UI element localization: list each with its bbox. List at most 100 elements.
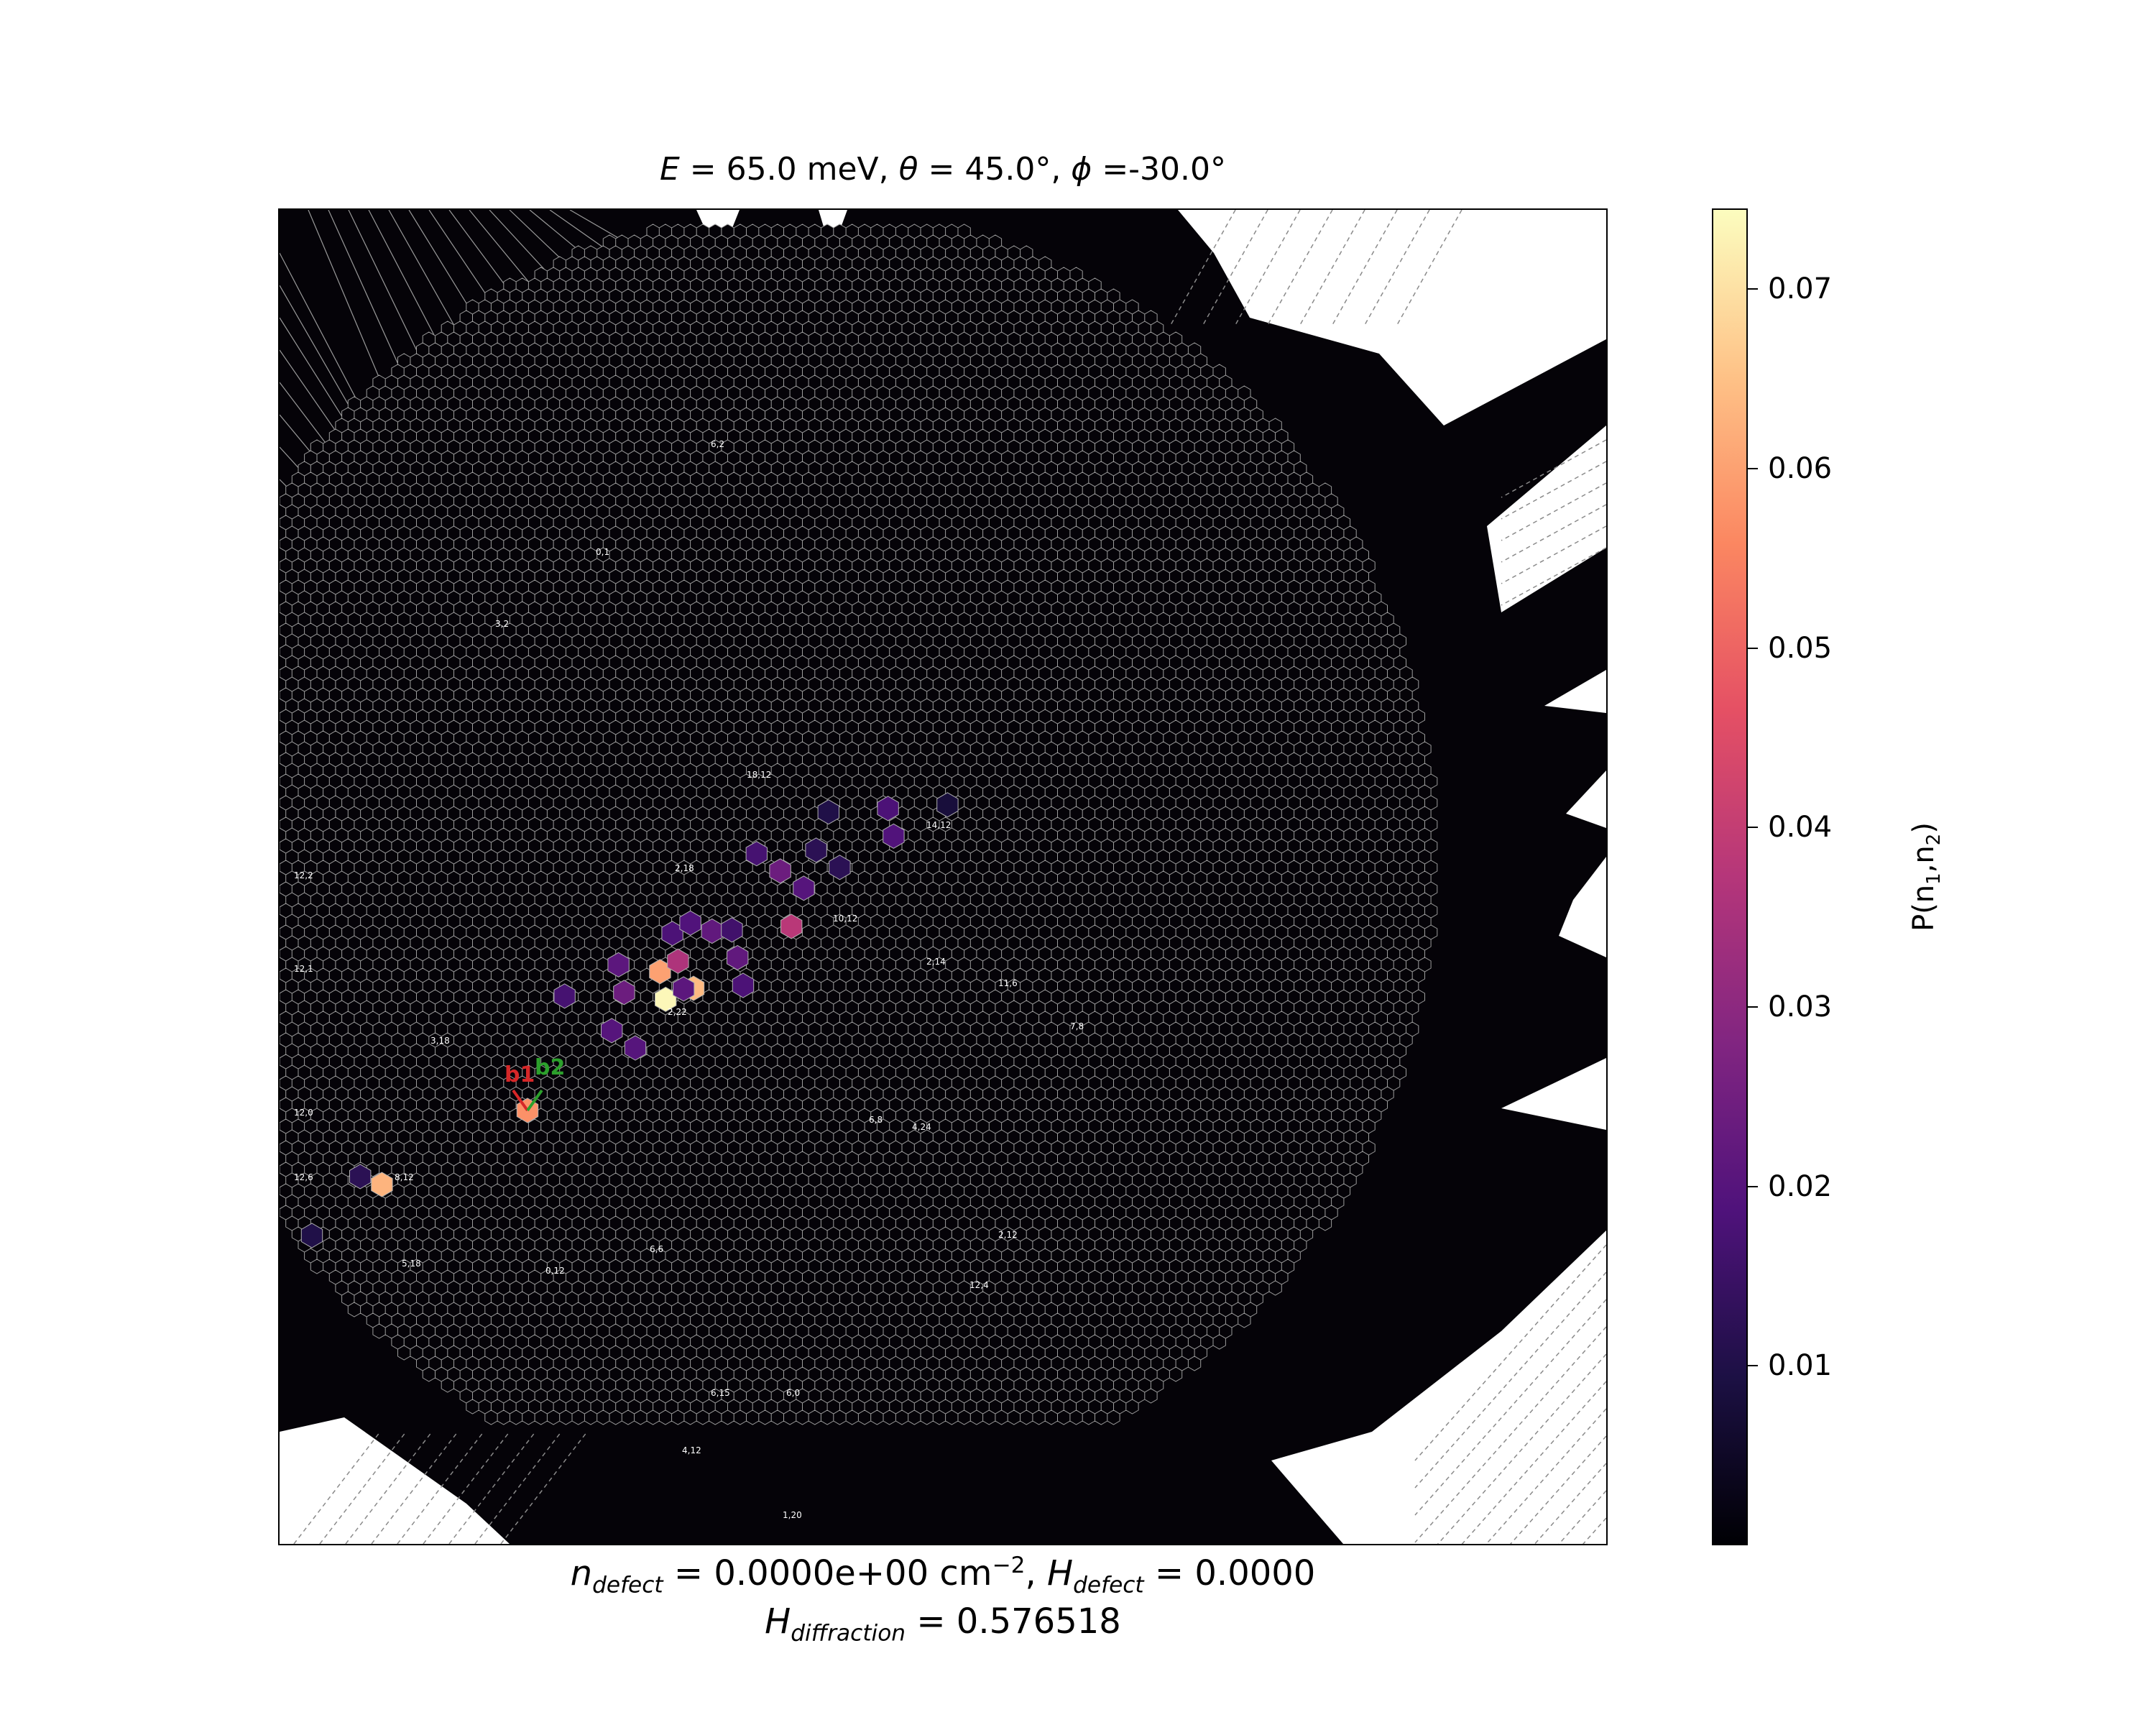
- peak-cell: [727, 944, 749, 970]
- peak-cell: [553, 983, 576, 1009]
- colorbar-tick: [1748, 827, 1758, 829]
- cell-label: 2,12: [998, 1230, 1018, 1240]
- cell-label: 12,6: [294, 1172, 313, 1182]
- cell-label: 4,24: [912, 1122, 931, 1132]
- dashed-boundary: [1414, 1326, 1606, 1543]
- peak-cell: [667, 948, 689, 974]
- dashed-boundary: [1534, 1463, 1606, 1544]
- peak-cell: [936, 792, 959, 818]
- dashed-boundary: [1501, 461, 1606, 520]
- cell-label: 5,18: [402, 1259, 421, 1269]
- colorbar-tick: [1748, 468, 1758, 469]
- cell-label: 2,22: [668, 1007, 687, 1017]
- colorbar-tick-label: 0.07: [1768, 272, 1833, 306]
- peak-cell: [780, 914, 803, 939]
- peak-cell: [877, 796, 899, 822]
- cell-labels: 12,2 12,1 12,6 12,0 8,12 5,18 2,18 2,22 3,18 6,6 0…: [294, 439, 1084, 1520]
- dashed-boundary: [1501, 482, 1606, 541]
- dashed-boundary: [1501, 439, 1606, 498]
- peak-cell: [624, 1035, 647, 1061]
- cell-label: 6,15: [711, 1388, 730, 1398]
- dashed-boundary: [1364, 210, 1430, 326]
- cell-label: 12,0: [294, 1108, 313, 1118]
- plot-empty-region: [1559, 857, 1606, 957]
- colorbar-tick-label: 0.01: [1768, 1349, 1833, 1383]
- peak-cell: [349, 1164, 372, 1190]
- dashed-boundary: [1414, 1299, 1606, 1516]
- basis-label-b1: b1: [505, 1062, 535, 1087]
- basis-arrow-b2: [526, 1089, 543, 1112]
- dashed-boundary: [1170, 210, 1236, 326]
- cell-label: 12,2: [294, 870, 313, 880]
- dashed-boundary: [1299, 210, 1365, 326]
- cell-label: 11,6: [998, 978, 1018, 988]
- colorbar-tick: [1748, 1006, 1758, 1008]
- peak-cell: [732, 972, 755, 998]
- peak-cell: [817, 799, 839, 825]
- peak-cell: [745, 841, 768, 867]
- dashed-boundary: [1396, 210, 1462, 326]
- cell-label: 14,12: [926, 820, 951, 830]
- dashed-boundary: [1414, 1271, 1606, 1489]
- dashed-boundary: [1501, 504, 1606, 563]
- colorbar-tick: [1748, 288, 1758, 290]
- plot-empty-region: [1501, 1058, 1606, 1130]
- cell-label: 8,12: [395, 1172, 414, 1182]
- cell-label: 6,6: [650, 1244, 663, 1254]
- dashed-boundary: [1414, 1244, 1606, 1461]
- cell-label: 12,4: [969, 1280, 989, 1290]
- peak-cell: [769, 858, 791, 884]
- colorbar-tick-label: 0.04: [1768, 811, 1833, 845]
- peak-cell: [601, 1018, 623, 1044]
- colorbar-tick-label: 0.03: [1768, 990, 1833, 1024]
- chart-title: E = 65.0 meV, θ = 45.0°, ϕ =-30.0°: [659, 151, 1227, 188]
- cell-label: 2,18: [675, 863, 694, 873]
- dashed-boundary: [1509, 1435, 1606, 1544]
- peak-cell: [883, 823, 905, 849]
- peak-cell: [300, 1223, 323, 1248]
- footer-defect-line: ndefect = 0.0000e+00 cm−2, Hdefect = 0.0…: [570, 1552, 1316, 1598]
- dashed-boundary: [1461, 1381, 1606, 1544]
- footer-diffraction-line: Hdiffraction = 0.576518: [765, 1601, 1121, 1647]
- cell-label: 6,0: [786, 1388, 800, 1398]
- dashed-boundary: [1501, 525, 1606, 584]
- colorbar: [1712, 208, 1748, 1545]
- plot-empty-region: [1544, 670, 1606, 713]
- cell-label: 18,12: [747, 770, 771, 780]
- diffraction-hex-grid: 12,2 12,1 12,6 12,0 8,12 5,18 2,18 2,22 3,18 6,6 0…: [280, 210, 1606, 1544]
- dashed-boundary: [1235, 210, 1301, 326]
- cell-label: 3,2: [495, 619, 509, 629]
- dashed-boundary: [1332, 210, 1398, 326]
- diffraction-plot: 12,2 12,1 12,6 12,0 8,12 5,18 2,18 2,22 3,18 6,6 0…: [278, 208, 1608, 1545]
- dashed-boundary: [1437, 1353, 1606, 1544]
- colorbar-tick-label: 0.05: [1768, 631, 1833, 665]
- hex-cells: [280, 224, 1438, 1425]
- cell-label: 2,14: [926, 957, 946, 967]
- cell-label: 3,18: [430, 1036, 450, 1046]
- colorbar-tick-label: 0.02: [1768, 1169, 1833, 1203]
- colorbar-tick-label: 0.06: [1768, 452, 1833, 485]
- peak-cell: [679, 910, 701, 936]
- plot-empty-region: [1178, 210, 1606, 426]
- cell-label: 1,20: [783, 1510, 802, 1520]
- peak-cells: [300, 792, 959, 1248]
- basis-label-b2: b2: [535, 1055, 565, 1080]
- dashed-boundary: [1267, 210, 1333, 326]
- cell-label: 12,1: [294, 964, 313, 974]
- colorbar-tick: [1748, 1365, 1758, 1367]
- cell-label: 7,8: [1070, 1021, 1084, 1031]
- dashed-boundary: [1485, 1408, 1606, 1544]
- cell-label: 0,12: [545, 1266, 565, 1276]
- peak-cell: [793, 875, 815, 901]
- dashed-boundaries: [293, 210, 1606, 1544]
- plot-empty-region: [1566, 770, 1606, 828]
- peak-cell: [673, 976, 695, 1002]
- peak-cell: [721, 917, 743, 943]
- peak-cell: [607, 952, 630, 978]
- dashed-boundary: [1558, 1490, 1606, 1544]
- cell-label: 4,12: [682, 1445, 701, 1455]
- colorbar-tick: [1748, 647, 1758, 649]
- cell-label: 6,2: [711, 439, 724, 449]
- peak-cell: [371, 1172, 393, 1197]
- cell-label: 0,1: [596, 547, 609, 557]
